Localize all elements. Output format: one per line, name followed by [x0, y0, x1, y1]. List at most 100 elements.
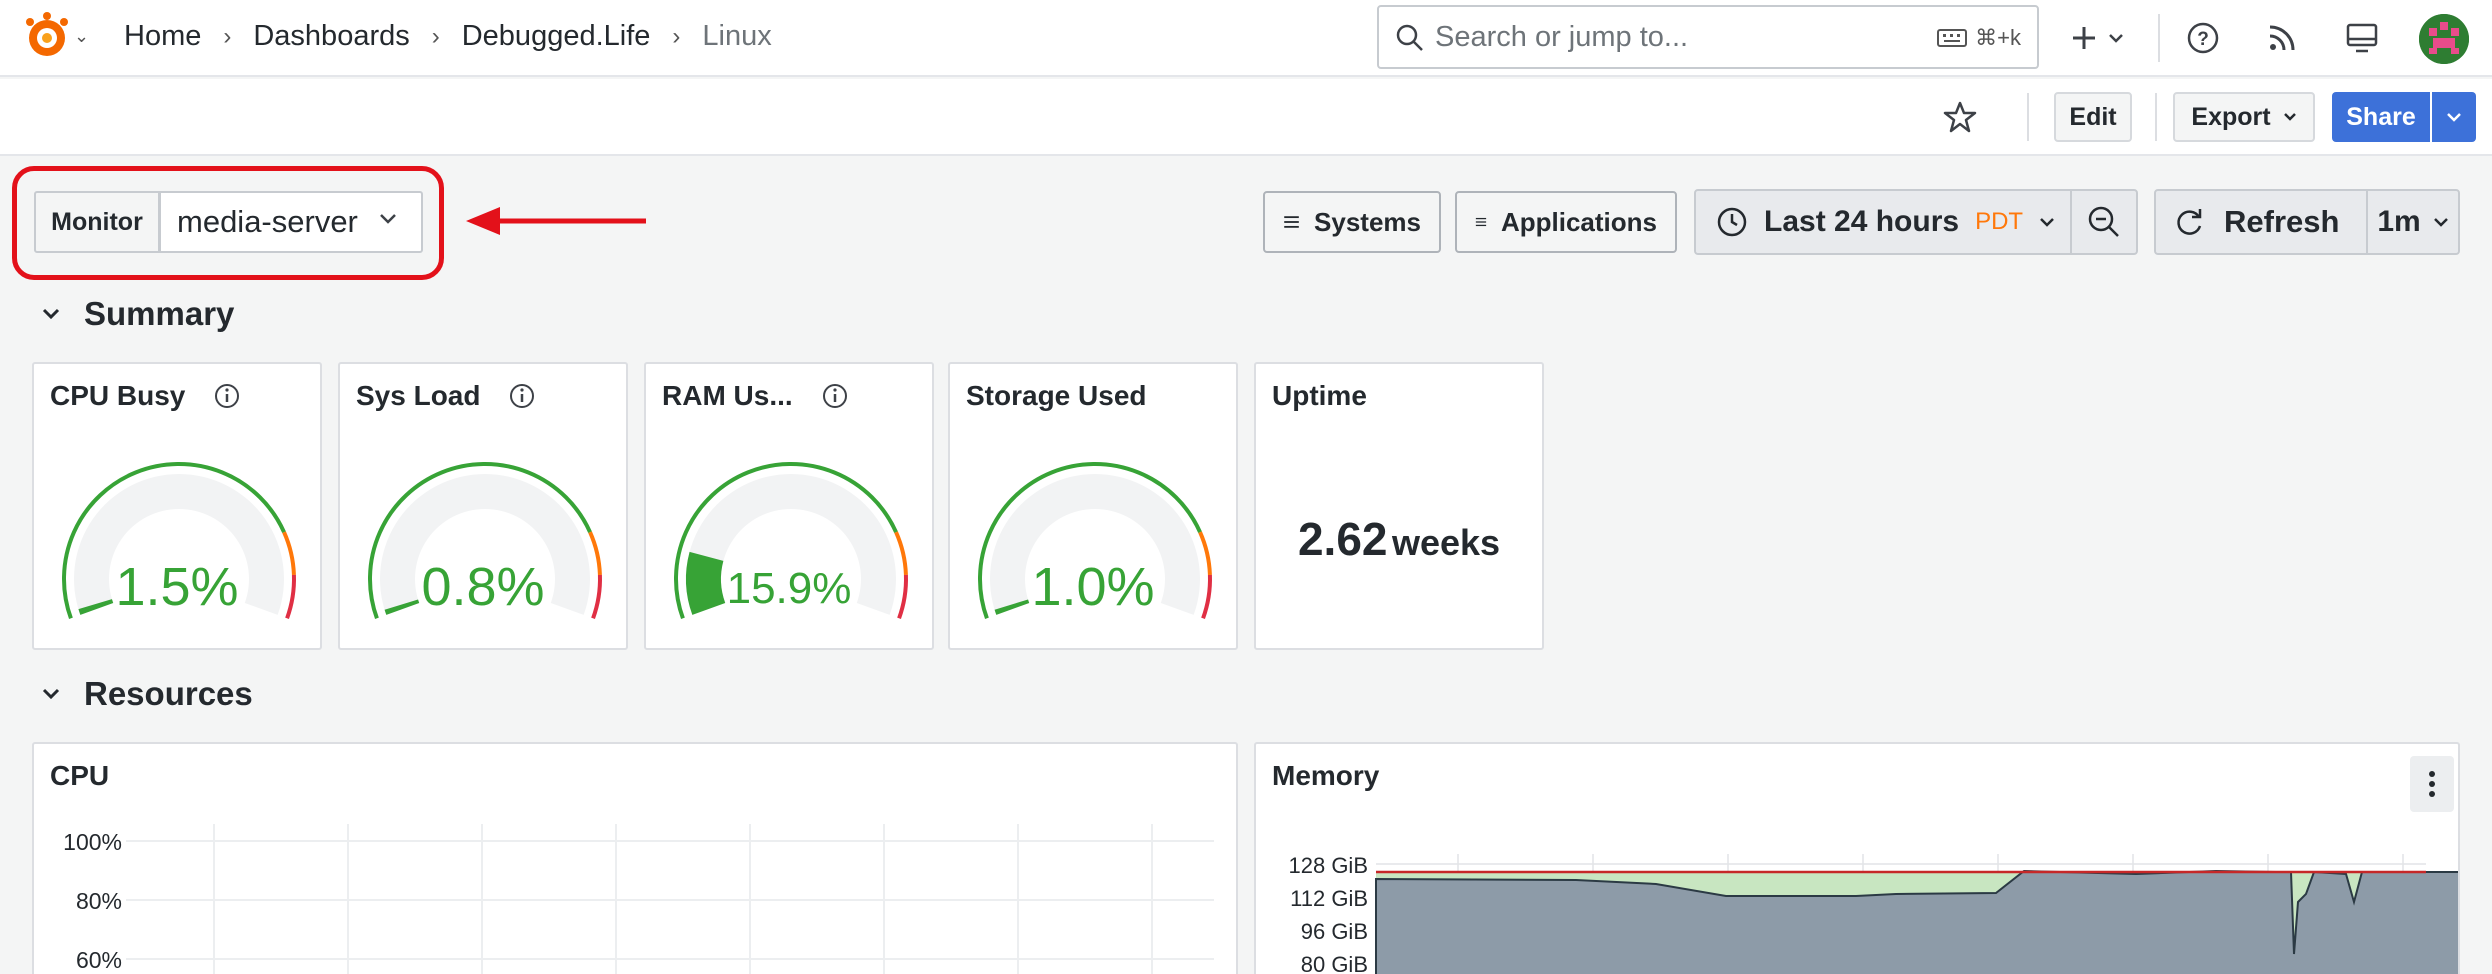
y-tick-label: 80 GiB: [1301, 952, 1368, 974]
breadcrumb-folder[interactable]: Debugged.Life: [461, 20, 651, 52]
panel-title-text: Storage Used: [966, 380, 1147, 411]
divider: [2158, 14, 2160, 62]
panel-title: Memory: [1272, 760, 1379, 792]
menu-lines-icon: [1475, 217, 1487, 227]
y-tick-label: 128 GiB: [1289, 853, 1369, 878]
row-summary-toggle[interactable]: Summary: [42, 295, 234, 333]
panel-menu-button[interactable]: [2410, 756, 2454, 812]
star-icon[interactable]: [1940, 97, 1980, 137]
refresh-icon: [2177, 209, 2202, 235]
zoom-out-button[interactable]: [2070, 191, 2136, 253]
panel-sys-load[interactable]: Sys Load 0.8%: [338, 362, 628, 650]
panel-title-text: RAM Us...: [662, 380, 793, 411]
share-button[interactable]: Share: [2332, 92, 2430, 142]
timezone-label: PDT: [1975, 208, 2024, 235]
refresh-picker: Refresh 1m: [2154, 189, 2460, 255]
monitor-variable-select[interactable]: media-server: [159, 191, 423, 253]
panel-title-text: Sys Load: [356, 380, 481, 411]
systems-link-button[interactable]: Systems: [1263, 191, 1441, 253]
panel-uptime[interactable]: Uptime 2.62 weeks: [1254, 362, 1544, 650]
clock-icon: [1717, 207, 1747, 237]
export-button[interactable]: Export: [2173, 92, 2315, 142]
panel-title: Storage Used: [966, 380, 1147, 412]
breadcrumb-dashboards[interactable]: Dashboards: [253, 20, 410, 52]
breadcrumb-separator-icon: ›: [672, 22, 681, 50]
news-rss-icon[interactable]: [2262, 18, 2302, 58]
info-icon[interactable]: [821, 382, 849, 410]
kiosk-mode-icon[interactable]: [2342, 18, 2382, 58]
time-range-button[interactable]: Last 24 hours PDT: [1696, 191, 2070, 253]
monitor-variable-label: Monitor: [34, 191, 160, 253]
gauge-cpu-busy: [62, 461, 296, 620]
plus-icon: [2073, 27, 2095, 49]
y-tick-label: 96 GiB: [1301, 919, 1368, 944]
panel-cpu-chart[interactable]: CPU 100% 80% 60%: [32, 742, 1238, 974]
panel-title-text: CPU: [50, 760, 110, 791]
gauge-value: 0.8%: [421, 557, 545, 617]
y-tick-label: 80%: [76, 888, 122, 914]
top-nav-bar: ⌄ Home › Dashboards › Debugged.Life › Li…: [0, 0, 2492, 77]
chevron-down-icon: [2109, 34, 2123, 43]
chevron-down-icon: [42, 688, 60, 700]
divider: [2027, 93, 2029, 141]
chart-grid: [126, 824, 1214, 974]
panel-title: Sys Load: [356, 380, 536, 412]
panel-storage-used[interactable]: Storage Used 1.0%: [948, 362, 1238, 650]
breadcrumb: Home › Dashboards › Debugged.Life › Linu…: [124, 20, 772, 53]
chevron-down-icon: [2447, 113, 2461, 122]
panel-memory-chart[interactable]: Memory 128 GiB 112 GiB 96 GiB 80 GiB: [1254, 742, 2460, 974]
chevron-down-icon[interactable]: ⌄: [74, 26, 90, 46]
gauge-value: 1.5%: [115, 557, 239, 617]
more-vertical-icon: [2429, 771, 2435, 797]
chevron-down-icon: [2040, 218, 2054, 227]
new-button[interactable]: [2062, 18, 2132, 58]
gauge-threshold-red: [285, 574, 296, 620]
gauge-threshold-red: [1201, 574, 1212, 620]
gauge-threshold-green: [62, 461, 286, 620]
panel-ram-used[interactable]: RAM Us... 15.9%: [644, 362, 934, 650]
share-menu-button[interactable]: [2432, 92, 2476, 142]
panel-cpu-busy[interactable]: CPU Busy 1.5%: [32, 362, 322, 650]
keyboard-icon: [1937, 29, 1968, 47]
refresh-interval-select[interactable]: 1m: [2366, 191, 2458, 253]
panel-title-text: Uptime: [1272, 380, 1367, 411]
gauge-value-fill: [384, 599, 420, 615]
breadcrumb-separator-icon: ›: [431, 22, 440, 50]
search-input[interactable]: Search or jump to... ⌘+k: [1377, 5, 2039, 69]
gauge-track: [380, 474, 590, 615]
memory-used-area: [1375, 869, 2458, 974]
y-tick-label: 100%: [63, 829, 122, 855]
uptime-unit: weeks: [1391, 522, 1501, 563]
row-resources-title: Resources: [84, 675, 253, 712]
gauge-value-fill: [78, 599, 114, 615]
edit-button[interactable]: Edit: [2054, 92, 2132, 142]
info-icon[interactable]: [213, 382, 241, 410]
chevron-down-icon: [380, 214, 396, 224]
zoom-out-icon: [2088, 206, 2119, 237]
gauge-threshold-red: [897, 574, 908, 620]
gauge-threshold-orange: [282, 531, 296, 576]
annotation-arrow-icon: [466, 207, 646, 235]
row-resources-toggle[interactable]: Resources: [42, 675, 253, 713]
breadcrumb-current: Linux: [702, 20, 772, 52]
breadcrumb-home[interactable]: Home: [124, 20, 202, 52]
user-avatar[interactable]: [2419, 14, 2469, 64]
applications-link-button[interactable]: Applications: [1455, 191, 1677, 253]
refresh-button[interactable]: Refresh: [2156, 191, 2366, 253]
help-icon[interactable]: ?: [2183, 18, 2223, 58]
uptime-number: 2.62: [1297, 513, 1388, 565]
gauge-track: [74, 474, 285, 615]
chevron-down-icon: [2283, 113, 2296, 121]
breadcrumb-separator-icon: ›: [223, 22, 232, 50]
search-placeholder: Search or jump to...: [1435, 20, 1689, 53]
divider: [2155, 93, 2157, 141]
info-icon[interactable]: [508, 382, 536, 410]
dashboard-toolbar: Edit Export Share: [0, 79, 2492, 156]
y-tick-label: 60%: [76, 947, 122, 973]
grafana-logo-icon[interactable]: [24, 12, 70, 62]
applications-label: Applications: [1500, 206, 1657, 237]
panel-title: CPU: [50, 760, 109, 792]
memory-timeseries-chart: 128 GiB 112 GiB 96 GiB 80 GiB: [1289, 853, 2458, 974]
gauge-threshold-green: [978, 461, 1202, 620]
panel-title: Uptime: [1272, 380, 1367, 412]
